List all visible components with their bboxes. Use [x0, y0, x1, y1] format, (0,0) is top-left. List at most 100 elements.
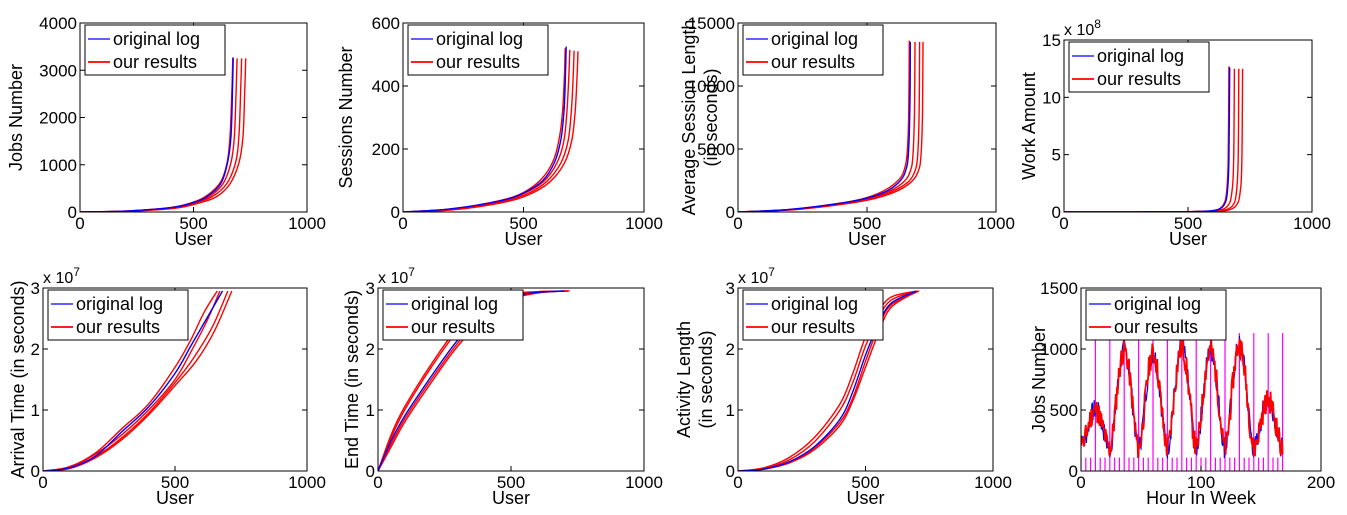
x-tick-label: 0 [373, 473, 382, 492]
y-tick-label: 4000 [39, 14, 77, 33]
plot-area [43, 290, 233, 471]
series-line-our-results [1081, 338, 1284, 459]
legend-entry: original log [436, 29, 523, 49]
y-tick-label: 5 [1052, 146, 1061, 165]
y-tick-label: 1 [366, 401, 375, 420]
y-tick-label: 0 [1069, 462, 1078, 481]
legend-box [382, 289, 524, 341]
y-tick-label: 3000 [39, 61, 77, 80]
legend-entry: original log [76, 294, 163, 314]
y-tick-label: 500 [1050, 401, 1078, 420]
series-line-our-results [43, 290, 233, 471]
legend: original log our results [1085, 289, 1227, 341]
x-axis-label: User [156, 488, 194, 508]
chart-panel-4: 0 500 1000 0 5 10 15x 108 User Work Amount origin… [1019, 17, 1331, 249]
y-tick-label: 2 [726, 340, 735, 359]
x-tick-label: 1000 [974, 473, 1012, 492]
x-tick-label: 0 [1076, 473, 1085, 492]
plot-area [80, 57, 247, 212]
x-tick-label: 500 [179, 214, 207, 233]
series-line-our-results [738, 290, 917, 471]
y-tick-label: 15 [1042, 31, 1061, 50]
legend-entry: our results [436, 52, 520, 72]
y-tick-label: 0 [68, 203, 77, 222]
y-tick-label: 1 [31, 401, 40, 420]
legend: original log our results [84, 24, 226, 76]
series-line-original-log [403, 46, 567, 212]
y-tick-label: 1500 [1040, 279, 1078, 298]
y-tick-label: 2 [31, 340, 40, 359]
chart-panel-5: 0 500 1000 0 1 2 3x 107 User Arrival Time (in se… [8, 265, 326, 508]
y-tick-label: 0 [726, 462, 735, 481]
legend-entry: our results [1114, 317, 1198, 337]
y-tick-label: 10000 [688, 77, 735, 96]
series-line-our-results [80, 57, 234, 212]
legend-entry: original log [771, 294, 858, 314]
plot-area [738, 40, 924, 212]
y-tick-label: 0 [726, 203, 735, 222]
axis-exponent: x 107 [378, 265, 415, 287]
legend: original log our results [47, 289, 189, 341]
x-tick-label: 1000 [288, 473, 326, 492]
x-tick-label: 1000 [288, 214, 326, 233]
legend-entry: original log [411, 294, 498, 314]
series-line-original-log [738, 41, 911, 212]
y-axis-label: Jobs Number [1029, 326, 1049, 433]
x-tick-label: 500 [497, 473, 525, 492]
legend-entry: our results [113, 52, 197, 72]
series-line-our-results [80, 58, 247, 212]
x-axis-label: User [1169, 229, 1207, 249]
x-axis-label: User [504, 229, 542, 249]
y-tick-label: 200 [372, 140, 400, 159]
legend-entry: original log [113, 29, 200, 49]
x-tick-label: 100 [1187, 473, 1215, 492]
legend: original log our results [382, 289, 524, 341]
x-tick-label: 500 [851, 473, 879, 492]
chart-panel-7: 0 500 1000 0 1 2 3x 107 User Activity Length (in … [674, 265, 1012, 508]
y-tick-label: 1 [726, 401, 735, 420]
y-tick-label: 2000 [39, 109, 77, 128]
y-tick-label: 3 [726, 279, 735, 298]
y-axis-label: Sessions Number [336, 46, 356, 188]
x-tick-label: 1000 [625, 473, 663, 492]
y-tick-label: 10 [1042, 88, 1061, 107]
legend-box [47, 289, 189, 341]
legend-entry: original log [1097, 46, 1184, 66]
plot-area [403, 46, 579, 212]
x-tick-label: 1000 [1293, 214, 1331, 233]
y-tick-label: 2 [366, 340, 375, 359]
legend: original log our results [407, 24, 549, 76]
chart-panel-6: 0 500 1000 0 1 2 3x 107 User End Time (in second… [342, 265, 663, 508]
series-line-our-results [43, 290, 218, 471]
series-line-our-results [80, 58, 238, 212]
x-axis-label: User [848, 229, 886, 249]
plot-area [738, 290, 920, 471]
y-tick-label: 0 [1052, 203, 1061, 222]
legend-entry: our results [771, 52, 855, 72]
x-tick-label: 500 [161, 473, 189, 492]
y-tick-label: 3 [366, 279, 375, 298]
x-axis-label: User [174, 229, 212, 249]
chart-panel-2: 0 500 1000 0 200 400 600 User Sessions Number ori… [336, 14, 663, 249]
y-axis-label: Activity Length (in seconds) [674, 321, 716, 438]
x-tick-label: 0 [398, 214, 407, 233]
y-tick-label: 0 [31, 462, 40, 481]
legend-box [407, 24, 549, 76]
series-line-original-log [738, 290, 917, 471]
legend-box [742, 24, 884, 76]
x-tick-label: 0 [75, 214, 84, 233]
x-axis-label: Hour In Week [1146, 488, 1257, 508]
series-line-our-results [738, 41, 924, 212]
y-axis-label: Work Amount [1019, 72, 1039, 180]
x-tick-label: 1000 [625, 214, 663, 233]
legend-entry: our results [76, 317, 160, 337]
y-tick-label: 15000 [688, 14, 735, 33]
legend: original log our results [1068, 41, 1210, 93]
x-tick-label: 0 [733, 214, 742, 233]
x-tick-label: 500 [1174, 214, 1202, 233]
y-tick-label: 0 [391, 203, 400, 222]
x-tick-label: 200 [1307, 473, 1335, 492]
y-axis-label: End Time (in seconds) [342, 290, 362, 469]
legend: original log our results [742, 24, 884, 76]
